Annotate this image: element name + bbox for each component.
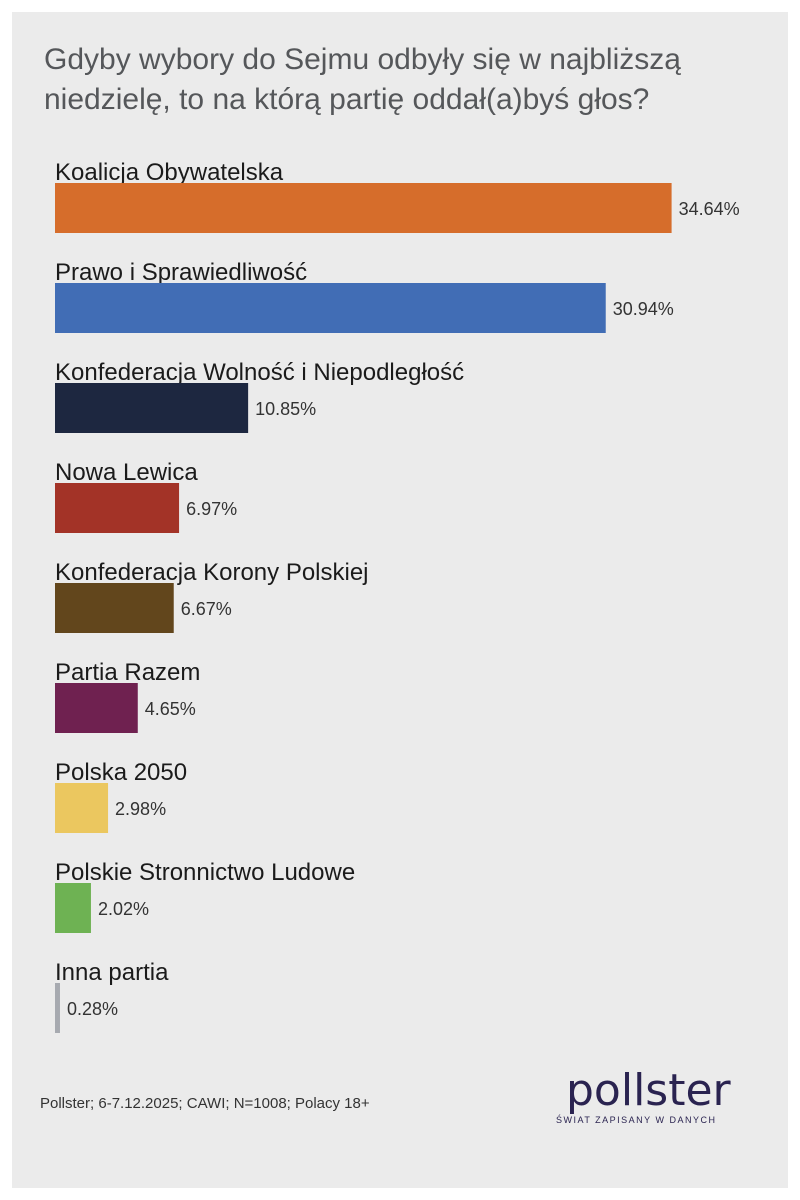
bar	[55, 283, 606, 333]
category-label: Polskie Stronnictwo Ludowe	[55, 859, 355, 886]
value-label: 6.67%	[181, 599, 232, 619]
category-label: Koalicja Obywatelska	[55, 159, 284, 186]
bar	[55, 783, 109, 833]
bar	[55, 883, 91, 933]
category-label: Prawo i Sprawiedliwość	[55, 259, 307, 286]
logo-graphic: pollster	[566, 1065, 732, 1115]
value-label: 34.64%	[679, 199, 740, 219]
category-label: Polska 2050	[55, 759, 187, 786]
category-label: Konfederacja Wolność i Niepodległość	[55, 359, 464, 386]
category-label: Konfederacja Korony Polskiej	[55, 559, 369, 586]
pollster-logo: pollster pollster ŚWIAT ZAPISANY W DANYC…	[550, 1065, 750, 1135]
bar	[55, 583, 174, 633]
value-label: 2.02%	[98, 899, 149, 919]
bar	[55, 383, 249, 433]
value-label: 30.94%	[613, 299, 674, 319]
logo-tagline: ŚWIAT ZAPISANY W DANYCH	[556, 1115, 717, 1125]
source-footnote: Pollster; 6-7.12.2025; CAWI; N=1008; Pol…	[40, 1095, 370, 1112]
value-label: 10.85%	[255, 399, 316, 419]
value-label: 2.98%	[115, 799, 166, 819]
bar	[55, 183, 672, 233]
value-label: 6.97%	[186, 499, 237, 519]
logo-wordmark-text: pollster	[566, 1065, 732, 1115]
category-label: Nowa Lewica	[55, 459, 198, 486]
bar	[55, 983, 60, 1033]
value-label: 4.65%	[145, 699, 196, 719]
category-label: Partia Razem	[55, 659, 200, 686]
category-label: Inna partia	[55, 959, 169, 986]
value-label: 0.28%	[67, 999, 118, 1019]
bar	[55, 683, 138, 733]
bar	[55, 483, 180, 533]
chart-title: Gdyby wybory do Sejmu odbyły się w najbl…	[44, 43, 681, 116]
